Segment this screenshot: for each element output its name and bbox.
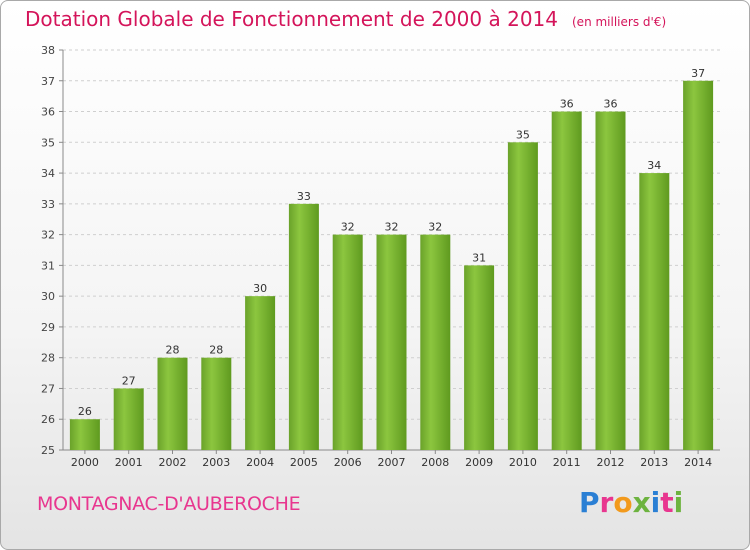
bar-2013 — [639, 173, 670, 451]
data-label-2001: 27 — [122, 374, 136, 387]
y-tick-label: 36 — [41, 106, 55, 119]
data-label-2009: 31 — [472, 251, 486, 264]
y-tick-label: 34 — [41, 167, 55, 180]
logo-letter: i — [673, 486, 684, 519]
bar-2008 — [420, 234, 451, 450]
bar-2003 — [201, 357, 232, 450]
chart-unit: (en milliers d'€) — [572, 15, 667, 29]
logo-letter: i — [650, 486, 661, 519]
y-tick-label: 26 — [41, 413, 55, 426]
bar-2002 — [157, 357, 188, 450]
bar-2006 — [332, 234, 363, 450]
data-label-2008: 32 — [428, 221, 442, 234]
y-tick-label: 29 — [41, 321, 55, 334]
bar-2005 — [288, 203, 319, 450]
proxiti-logo: Proxiti — [579, 486, 683, 519]
data-label-2014: 37 — [691, 67, 705, 80]
title-row: Dotation Globale de Fonctionnement de 20… — [25, 7, 666, 31]
bar-2007 — [376, 234, 407, 450]
y-tick-label: 33 — [41, 198, 55, 211]
x-tick-label-2000: 2000 — [71, 456, 99, 469]
x-tick-label-2013: 2013 — [640, 456, 668, 469]
logo-letter: P — [579, 486, 600, 519]
data-label-2010: 35 — [516, 128, 530, 141]
x-tick-label-2007: 2007 — [378, 456, 406, 469]
x-tick-label-2004: 2004 — [246, 456, 274, 469]
data-label-2003: 28 — [209, 344, 223, 357]
y-tick-label: 35 — [41, 136, 55, 149]
bar-2014 — [683, 80, 714, 451]
data-label-2006: 32 — [341, 221, 355, 234]
x-tick-label-2002: 2002 — [159, 456, 187, 469]
bar-2001 — [113, 388, 144, 450]
x-tick-label-2008: 2008 — [421, 456, 449, 469]
bar-2004 — [245, 296, 276, 450]
data-label-2004: 30 — [253, 282, 267, 295]
data-label-2000: 26 — [78, 405, 92, 418]
logo-letter: t — [660, 486, 674, 519]
x-tick-label-2014: 2014 — [684, 456, 712, 469]
data-label-2013: 34 — [647, 159, 661, 172]
x-tick-label-2010: 2010 — [509, 456, 537, 469]
data-label-2002: 28 — [166, 344, 180, 357]
data-label-2011: 36 — [560, 98, 574, 111]
y-tick-label: 28 — [41, 352, 55, 365]
y-tick-label: 37 — [41, 75, 55, 88]
y-tick-label: 27 — [41, 382, 55, 395]
bar-2009 — [464, 265, 495, 450]
y-tick-label: 25 — [41, 444, 55, 457]
bar-2010 — [507, 142, 538, 451]
bar-layer — [69, 80, 714, 451]
data-label-2007: 32 — [385, 221, 399, 234]
chart-title: Dotation Globale de Fonctionnement de 20… — [25, 7, 558, 31]
y-tick-label: 30 — [41, 290, 55, 303]
y-tick-label: 38 — [41, 44, 55, 57]
axis-layer: 25 26 27 28 29 30 31 32 33 34 35 36 37 38 2000 2001 2002… — [41, 44, 720, 469]
x-tick-label-2005: 2005 — [290, 456, 318, 469]
data-label-2005: 33 — [297, 190, 311, 203]
bar-2000 — [69, 419, 100, 450]
logo-letter: o — [613, 486, 633, 519]
x-tick-label-2012: 2012 — [597, 456, 625, 469]
y-tick-label: 31 — [41, 259, 55, 272]
bar-2012 — [595, 111, 626, 451]
commune-name: MONTAGNAC-D'AUBEROCHE — [37, 493, 301, 515]
logo-letter: x — [632, 486, 651, 519]
x-tick-label-2006: 2006 — [334, 456, 362, 469]
x-tick-label-2011: 2011 — [553, 456, 581, 469]
y-tick-label: 32 — [41, 229, 55, 242]
bar-2011 — [551, 111, 582, 451]
label-layer: 26 27 28 28 30 33 32 32 32 31 35 36 36 34 37 — [78, 67, 705, 418]
x-tick-label-2009: 2009 — [465, 456, 493, 469]
x-tick-label-2001: 2001 — [115, 456, 143, 469]
data-label-2012: 36 — [604, 98, 618, 111]
logo-letter: r — [599, 486, 614, 519]
x-tick-label-2003: 2003 — [202, 456, 230, 469]
